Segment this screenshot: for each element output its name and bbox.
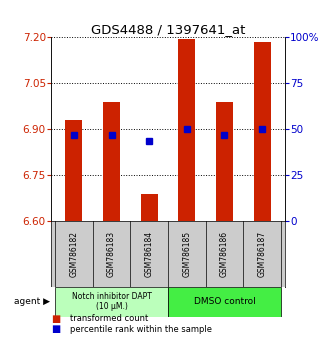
Bar: [168, 287, 281, 317]
Title: GDS4488 / 1397641_at: GDS4488 / 1397641_at: [91, 23, 245, 36]
Text: GSM786186: GSM786186: [220, 231, 229, 277]
Bar: [103, 102, 120, 221]
Text: GSM786182: GSM786182: [70, 231, 78, 277]
Bar: [178, 39, 195, 221]
Text: ■: ■: [51, 314, 61, 324]
Bar: [55, 287, 168, 317]
Text: GSM786185: GSM786185: [182, 231, 191, 277]
Bar: [66, 120, 82, 221]
Text: DMSO control: DMSO control: [194, 297, 255, 306]
Text: ■: ■: [51, 324, 61, 334]
Text: GSM786183: GSM786183: [107, 231, 116, 277]
Text: transformed count: transformed count: [70, 314, 148, 323]
Text: Notch inhibitor DAPT
(10 μM.): Notch inhibitor DAPT (10 μM.): [71, 292, 152, 312]
Text: GSM786184: GSM786184: [145, 231, 154, 277]
Bar: [141, 194, 158, 221]
Text: GSM786187: GSM786187: [258, 231, 266, 277]
Text: agent ▶: agent ▶: [14, 297, 50, 306]
Bar: [254, 42, 270, 221]
Text: percentile rank within the sample: percentile rank within the sample: [70, 325, 212, 334]
Bar: [216, 102, 233, 221]
